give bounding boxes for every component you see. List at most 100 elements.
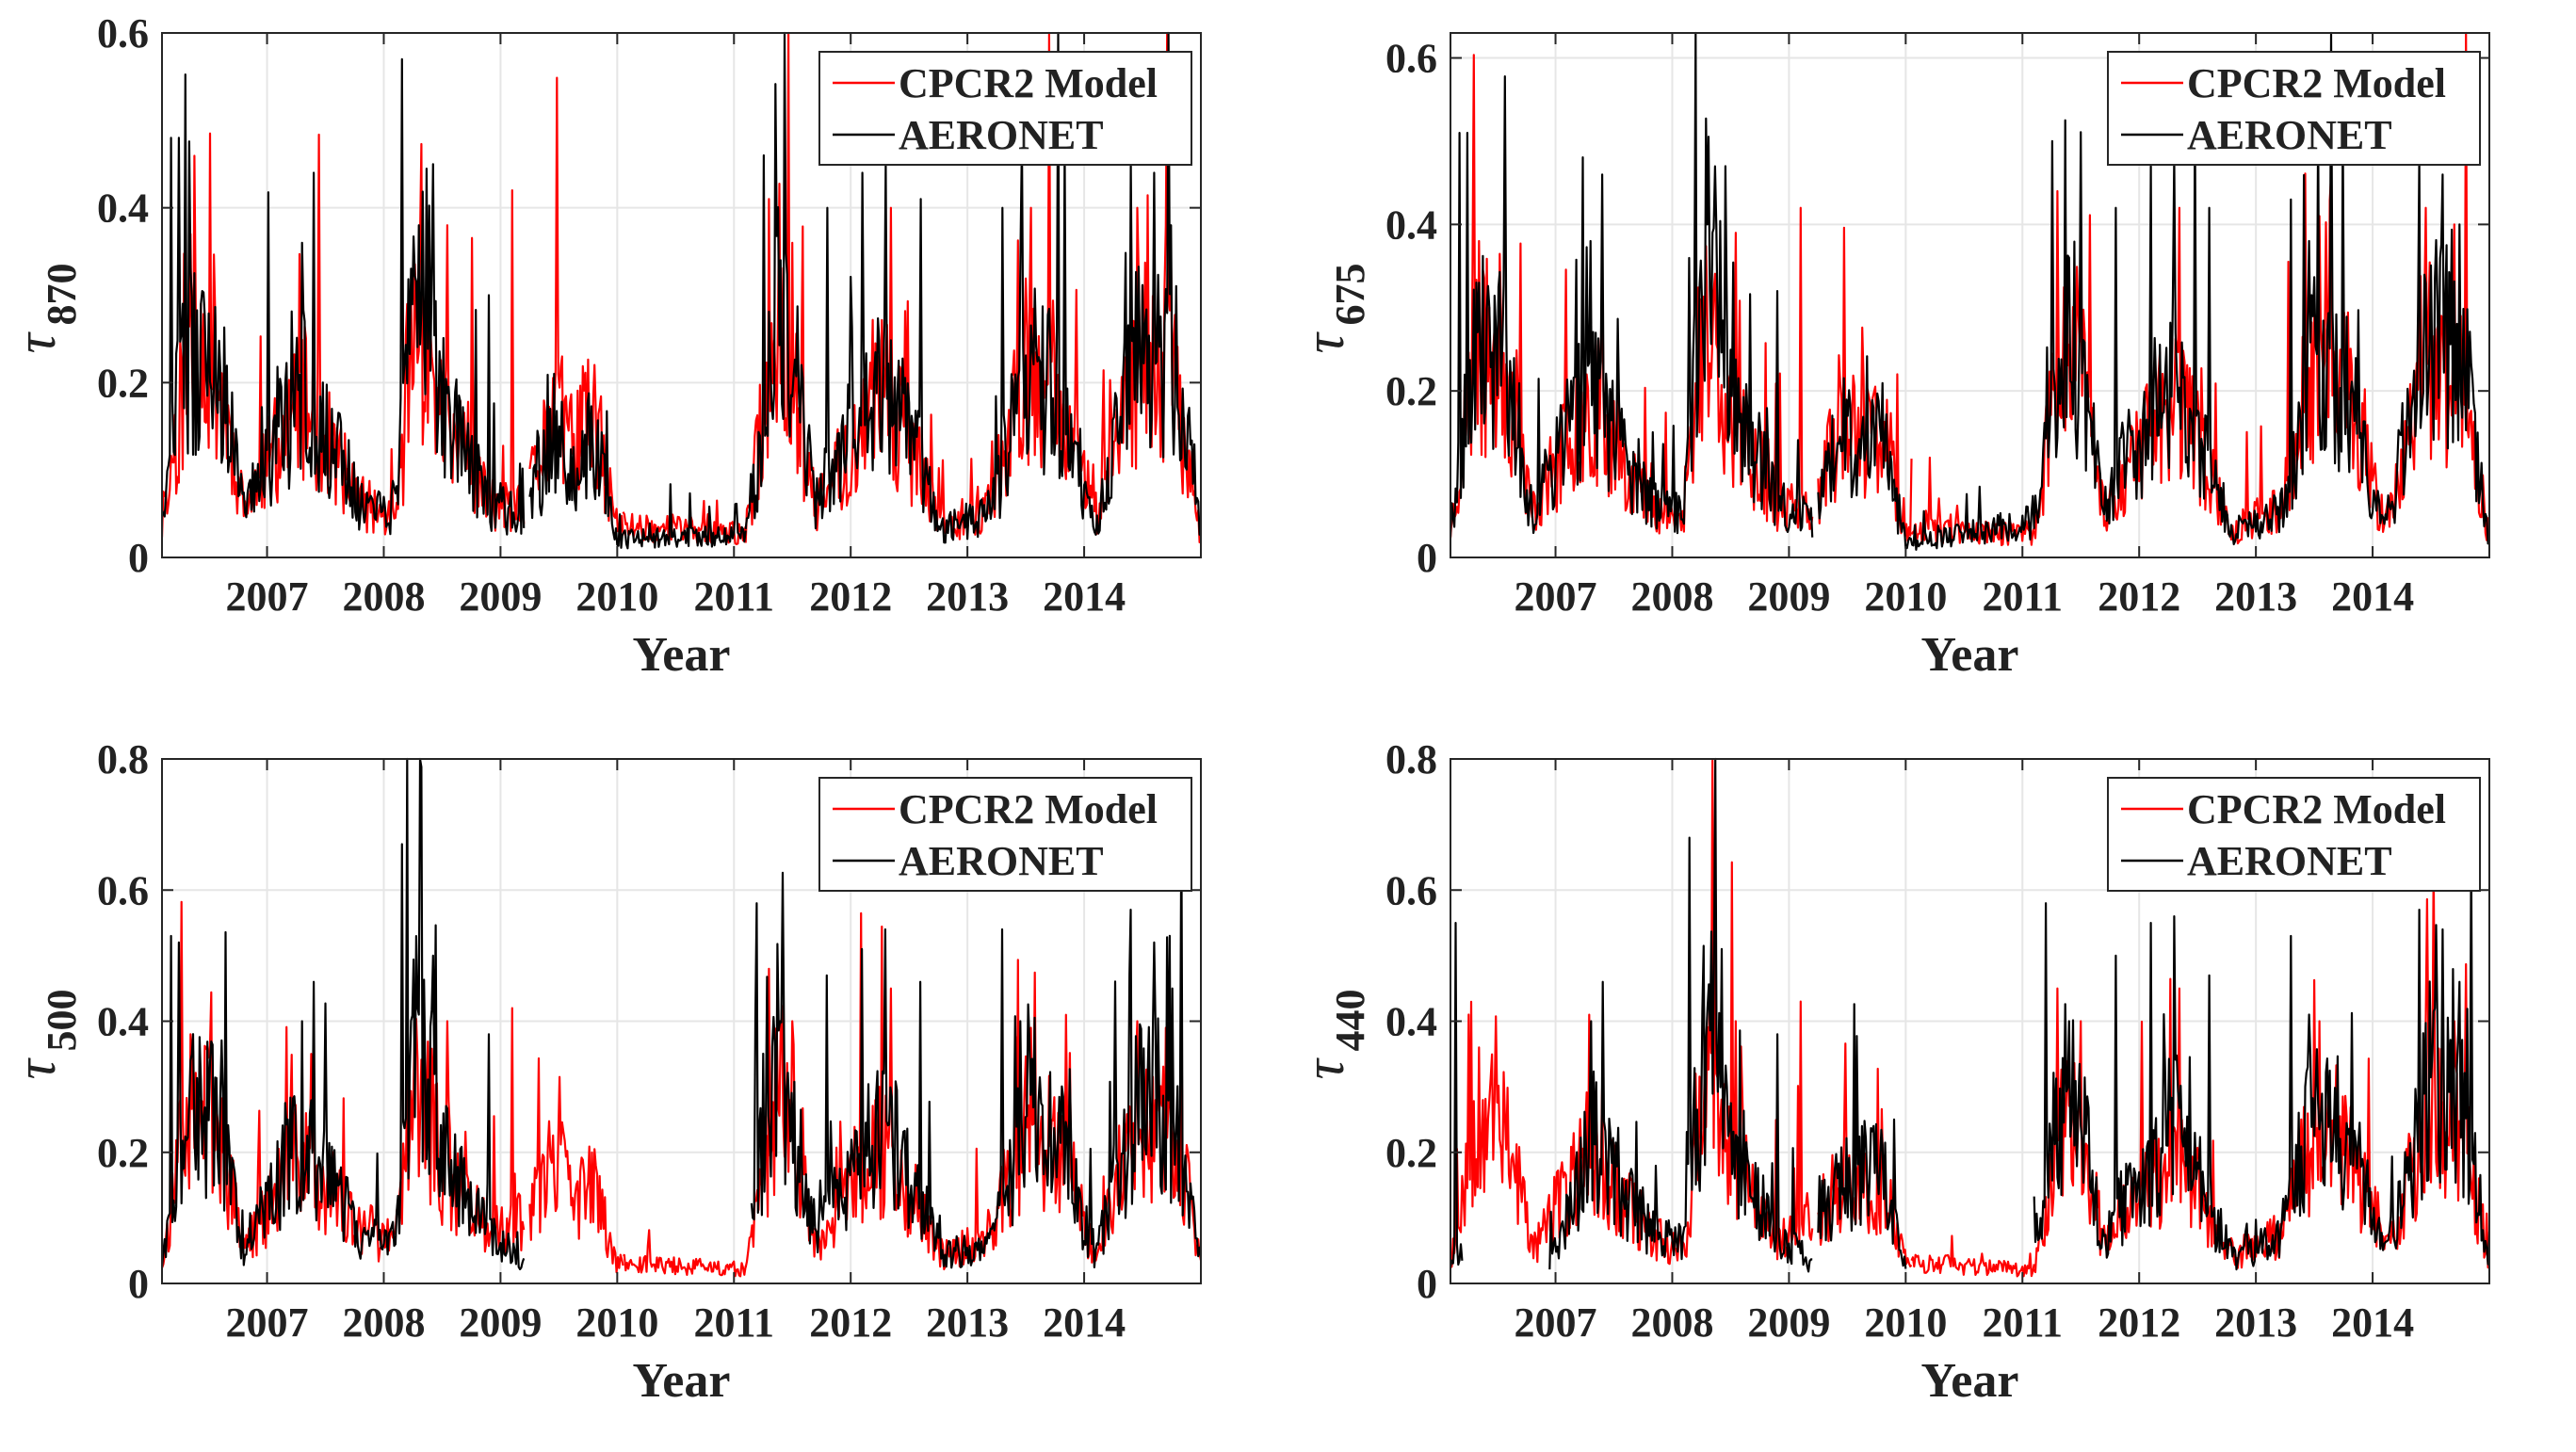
legend-box bbox=[818, 777, 1192, 892]
x-axis-label: Year bbox=[1921, 1354, 2019, 1408]
x-tick-label: 2012 bbox=[809, 573, 892, 620]
y-tick-label: 0.8 bbox=[97, 736, 149, 782]
series-line-aeronet-segment-2 bbox=[1817, 1003, 1907, 1269]
legend-label-aeronet: AERONET bbox=[899, 112, 1104, 158]
y-axis-label: τ 870 bbox=[5, 264, 85, 354]
y-axis-label: τ 675 bbox=[1293, 264, 1373, 354]
axes-frame bbox=[161, 32, 1202, 558]
y-tick-label: 0.6 bbox=[97, 867, 149, 913]
series-line-aeronet-segment-1 bbox=[1817, 355, 1895, 520]
series-line-aeronet-segment-0 bbox=[1450, 922, 1464, 1267]
y-axis-label-subscript: 675 bbox=[1327, 264, 1373, 326]
x-tick-label: 2013 bbox=[926, 1299, 1009, 1346]
x-tick-label: 2014 bbox=[1043, 573, 1126, 620]
legend-label-aeronet: AERONET bbox=[899, 838, 1104, 884]
series-line-aeronet-segment-2 bbox=[1892, 478, 2035, 551]
series-line-aeronet-segment-3 bbox=[2033, 31, 2489, 546]
x-tick-label: 2009 bbox=[459, 1299, 542, 1346]
series-line-model-segment-1 bbox=[528, 1057, 624, 1274]
x-tick-label: 2011 bbox=[693, 1299, 774, 1346]
x-tick-label: 2007 bbox=[226, 573, 309, 620]
y-axis-label-symbol: τ bbox=[5, 1057, 67, 1080]
panel-tau-500: 0 0.2 0.4 0.6 0.8 2007 2008 2009 2010 2011 2012 201… bbox=[0, 726, 1288, 1452]
y-tick-label: 0.4 bbox=[97, 999, 149, 1045]
panel-tau-870: 0 0.2 0.4 0.6 2007 2008 2009 2010 2011 2012 2013 20… bbox=[0, 0, 1288, 726]
x-tick-label: 2014 bbox=[2331, 573, 2414, 620]
legend-label-model: CPCR2 Model bbox=[2187, 786, 2446, 832]
x-tick-label: 2013 bbox=[2214, 573, 2297, 620]
y-axis-label-symbol: τ bbox=[1293, 331, 1355, 354]
chart-svg: 0 0.2 0.4 0.6 2007 2008 2009 2010 2011 2012 2013 20… bbox=[5, 10, 1202, 682]
y-tick-label: 0.6 bbox=[1385, 36, 1437, 82]
y-axis-label-subscript: 870 bbox=[39, 264, 85, 326]
y-tick-label: 0.2 bbox=[97, 1130, 149, 1176]
x-tick-label: 2007 bbox=[226, 1299, 309, 1346]
legend-label-model: CPCR2 Model bbox=[899, 60, 1158, 106]
x-tick-label: 2008 bbox=[1630, 573, 1713, 620]
series-line-aeronet-segment-3 bbox=[744, 31, 1201, 544]
x-tick-label: 2013 bbox=[926, 573, 1009, 620]
series-line-aeronet-segment-1 bbox=[1548, 757, 1813, 1273]
x-tick-label: 2007 bbox=[1515, 573, 1597, 620]
y-tick-label: 0.2 bbox=[1385, 1130, 1437, 1176]
x-tick-label: 2012 bbox=[2098, 1299, 2180, 1346]
series-line-aeronet-segment-2 bbox=[604, 410, 747, 550]
y-tick-label: 0.2 bbox=[97, 360, 149, 406]
series-line-aeronet-segment-1 bbox=[528, 372, 607, 520]
y-axis-label-subscript: 440 bbox=[1327, 990, 1373, 1052]
x-tick-label: 2010 bbox=[575, 1299, 658, 1346]
x-tick-label: 2008 bbox=[1630, 1299, 1713, 1346]
chart-svg: 0 0.2 0.4 0.6 2007 2008 2009 2010 2011 2012 2013 20… bbox=[1293, 31, 2490, 682]
y-axis-label-subscript: 500 bbox=[39, 990, 85, 1052]
x-tick-label: 2011 bbox=[1982, 1299, 2063, 1346]
x-tick-label: 2008 bbox=[342, 1299, 425, 1346]
legend-label-aeronet: AERONET bbox=[2187, 112, 2392, 158]
y-tick-label: 0.2 bbox=[1385, 368, 1437, 414]
series-line-aeronet-segment-1 bbox=[750, 819, 1201, 1269]
x-tick-label: 2010 bbox=[1864, 573, 1947, 620]
series-line-model-segment-2 bbox=[623, 1229, 747, 1278]
x-tick-label: 2010 bbox=[575, 573, 658, 620]
x-tick-label: 2014 bbox=[2331, 1299, 2414, 1346]
y-tick-label: 0 bbox=[128, 535, 149, 581]
x-tick-label: 2011 bbox=[1982, 573, 2063, 620]
y-axis-label-symbol: τ bbox=[1293, 1057, 1355, 1080]
x-tick-label: 2008 bbox=[342, 573, 425, 620]
legend-box bbox=[2107, 51, 2481, 166]
y-axis-label: τ 500 bbox=[5, 990, 85, 1080]
x-tick-label: 2012 bbox=[809, 1299, 892, 1346]
x-tick-label: 2011 bbox=[693, 573, 774, 620]
series-line-aeronet-segment-0 bbox=[1450, 31, 1814, 538]
y-tick-label: 0.4 bbox=[1385, 202, 1437, 248]
y-tick-label: 0.8 bbox=[1385, 736, 1437, 782]
x-tick-label: 2014 bbox=[1043, 1299, 1126, 1346]
chart-svg: 0 0.2 0.4 0.6 0.8 2007 2008 2009 2010 2011 2012 201… bbox=[5, 736, 1202, 1408]
x-axis-label: Year bbox=[633, 1354, 731, 1408]
y-tick-label: 0 bbox=[1417, 1261, 1437, 1307]
x-axis-label: Year bbox=[1921, 628, 2019, 682]
x-tick-label: 2007 bbox=[1515, 1299, 1597, 1346]
legend-label-model: CPCR2 Model bbox=[2187, 60, 2446, 106]
x-tick-label: 2010 bbox=[1864, 1299, 1947, 1346]
y-tick-label: 0.4 bbox=[97, 186, 149, 232]
y-axis-label-symbol: τ bbox=[5, 331, 67, 354]
y-tick-label: 0 bbox=[128, 1261, 149, 1307]
panel-tau-675: 0 0.2 0.4 0.6 2007 2008 2009 2010 2011 2012 2013 20… bbox=[1288, 0, 2576, 726]
series-line-aeronet-segment-3 bbox=[2033, 847, 2489, 1271]
series-line-model-segment-2 bbox=[1910, 1234, 2035, 1278]
x-axis-label: Year bbox=[633, 628, 731, 682]
x-tick-label: 2009 bbox=[459, 573, 542, 620]
legend-label-model: CPCR2 Model bbox=[899, 786, 1158, 832]
legend-label-aeronet: AERONET bbox=[2187, 838, 2392, 884]
series-line-model-segment-1 bbox=[1817, 226, 1913, 542]
y-axis-label: τ 440 bbox=[1293, 990, 1373, 1080]
legend-box bbox=[818, 51, 1192, 166]
series-line-model-segment-0 bbox=[1450, 759, 1814, 1269]
x-tick-label: 2012 bbox=[2098, 573, 2180, 620]
series-line-aeronet-segment-0 bbox=[162, 757, 526, 1270]
y-tick-label: 0.6 bbox=[97, 10, 149, 56]
x-tick-label: 2009 bbox=[1747, 1299, 1830, 1346]
y-tick-label: 0.6 bbox=[1385, 867, 1437, 913]
legend-box bbox=[2107, 777, 2481, 892]
panel-tau-440: 0 0.2 0.4 0.6 0.8 2007 2008 2009 2010 2011 2012 201… bbox=[1288, 726, 2576, 1452]
